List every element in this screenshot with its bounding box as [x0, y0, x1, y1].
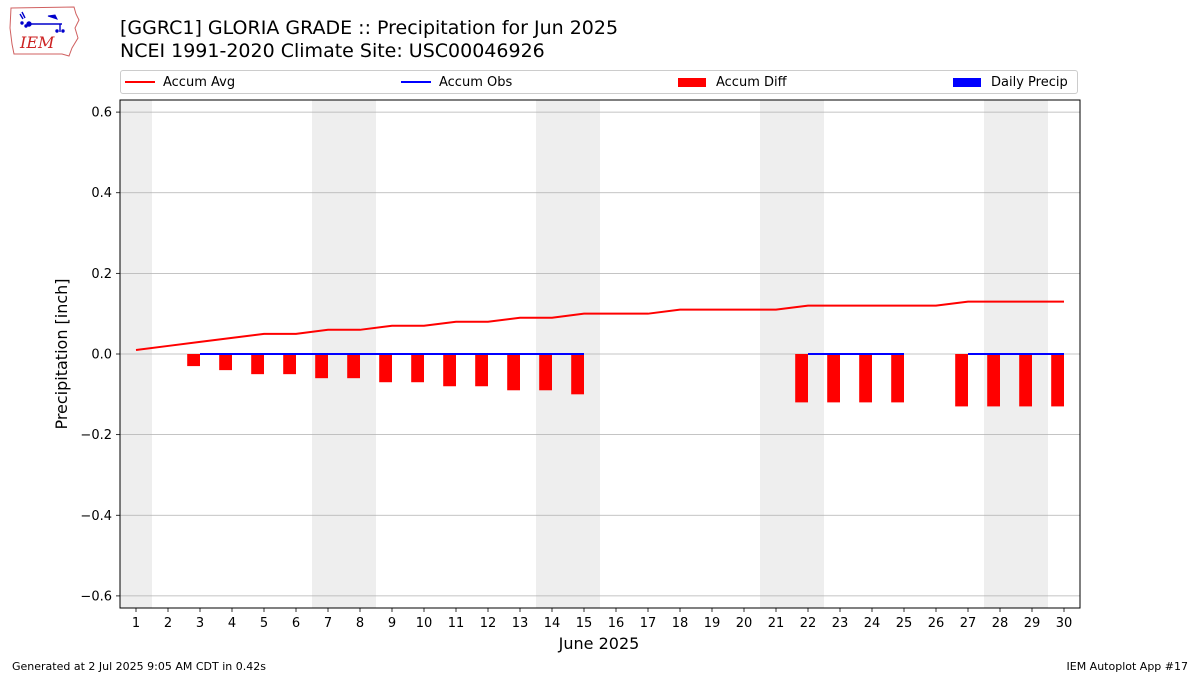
x-tick-label: 9 — [388, 616, 396, 631]
y-tick-label: −0.2 — [80, 428, 112, 443]
x-tick-label: 18 — [672, 616, 689, 631]
accum-diff-bar — [315, 354, 328, 379]
accum-diff-bar — [507, 354, 520, 391]
legend-label-accum-diff: Accum Diff — [716, 74, 787, 90]
accum-diff-bar — [987, 354, 1000, 407]
accum-avg-line — [135, 300, 1064, 351]
y-tick-label: 0.4 — [91, 186, 112, 201]
app-credit: IEM Autoplot App #17 — [1066, 660, 1189, 673]
gridline-layer — [120, 111, 1080, 597]
x-tick-label: 27 — [960, 616, 977, 631]
accum-diff-bar — [1019, 354, 1032, 407]
x-tick-label: 4 — [228, 616, 236, 631]
accum-diff-bar — [539, 354, 552, 391]
accum-diff-bar — [859, 354, 872, 403]
accum-diff-bar — [1051, 354, 1064, 407]
y-tick-label: 0.6 — [91, 106, 112, 121]
legend-label-accum-avg: Accum Avg — [163, 74, 236, 90]
x-tick-label: 28 — [992, 616, 1009, 631]
accum-diff-bar — [283, 354, 296, 375]
y-tick-label: −0.6 — [80, 589, 112, 604]
bar-layer — [187, 354, 1064, 407]
x-tick-label: 1 — [132, 616, 140, 631]
legend-item-accum-avg: Accum Avg — [125, 71, 235, 93]
x-axis-label: June 2025 — [558, 634, 640, 653]
accum-diff-bar — [411, 354, 424, 383]
x-tick-label: 14 — [544, 616, 561, 631]
legend-label-accum-obs: Accum Obs — [439, 74, 513, 90]
generated-timestamp: Generated at 2 Jul 2025 9:05 AM CDT in 0… — [12, 660, 266, 673]
accum-diff-bar — [571, 354, 584, 395]
legend-item-accum-obs: Accum Obs — [401, 71, 512, 93]
weather-station-icon — [19, 11, 65, 33]
legend-label-daily-precip: Daily Precip — [991, 74, 1068, 90]
y-axis-label: Precipitation [inch] — [52, 278, 71, 429]
x-tick-label: 20 — [736, 616, 753, 631]
x-tick-label: 26 — [928, 616, 945, 631]
y-tick-label: 0.2 — [91, 267, 112, 282]
legend-swatch-accum-diff — [678, 77, 706, 87]
x-tick-label: 16 — [608, 616, 625, 631]
x-tick-label: 3 — [196, 616, 204, 631]
accum-diff-bar — [251, 354, 264, 375]
iowa-outline-shape — [9, 6, 80, 57]
legend-swatch-accum-obs — [401, 81, 431, 83]
x-tick-label: 22 — [800, 616, 817, 631]
x-tick-label: 6 — [292, 616, 300, 631]
accum-diff-bar — [219, 354, 232, 371]
accum-diff-bar — [955, 354, 968, 407]
x-tick-label: 7 — [324, 616, 332, 631]
chart-subtitle: NCEI 1991-2020 Climate Site: USC00046926 — [120, 40, 545, 62]
x-tick-label: 30 — [1056, 616, 1073, 631]
chart-title: [GGRC1] GLORIA GRADE :: Precipitation fo… — [120, 17, 619, 39]
accum-diff-bar — [379, 354, 392, 383]
x-tick-label: 25 — [896, 616, 913, 631]
accum-diff-bar — [347, 354, 360, 379]
accum-diff-bar — [475, 354, 488, 387]
x-tick-label: 8 — [356, 616, 364, 631]
line-layer — [135, 300, 1064, 355]
x-tick-label: 29 — [1024, 616, 1041, 631]
y-tick-label: 0.0 — [91, 348, 112, 363]
x-tick-label: 24 — [864, 616, 881, 631]
x-tick-label: 13 — [512, 616, 529, 631]
x-tick-label: 19 — [704, 616, 721, 631]
legend-item-daily-precip: Daily Precip — [953, 71, 1068, 93]
accum-diff-bar — [891, 354, 904, 403]
logo-text: IEM — [19, 33, 55, 52]
accum-diff-bar — [187, 354, 200, 367]
tick-layer: −0.6−0.4−0.20.00.20.40.61 2 3 4 5 6 7 8 9 10 11 12 1… — [80, 106, 1072, 631]
x-tick-label: 23 — [832, 616, 849, 631]
accum-diff-bar — [443, 354, 456, 387]
x-tick-label: 10 — [416, 616, 433, 631]
legend-item-accum-diff: Accum Diff — [678, 71, 787, 93]
x-tick-label: 17 — [640, 616, 657, 631]
x-tick-label: 5 — [260, 616, 268, 631]
x-tick-label: 21 — [768, 616, 785, 631]
accum-diff-bar — [795, 354, 808, 403]
x-tick-label: 11 — [448, 616, 465, 631]
x-tick-label: 15 — [576, 616, 593, 631]
x-tick-label: 2 — [164, 616, 172, 631]
legend-swatch-daily-precip — [953, 77, 981, 87]
accum-diff-bar — [827, 354, 840, 403]
iem-logo: IEM — [9, 6, 80, 57]
y-tick-label: −0.4 — [80, 509, 112, 524]
legend-swatch-accum-avg — [125, 81, 155, 83]
x-tick-label: 12 — [480, 616, 497, 631]
chart-legend: Accum Avg Accum Obs Accum Diff Daily Pre… — [120, 70, 1078, 94]
